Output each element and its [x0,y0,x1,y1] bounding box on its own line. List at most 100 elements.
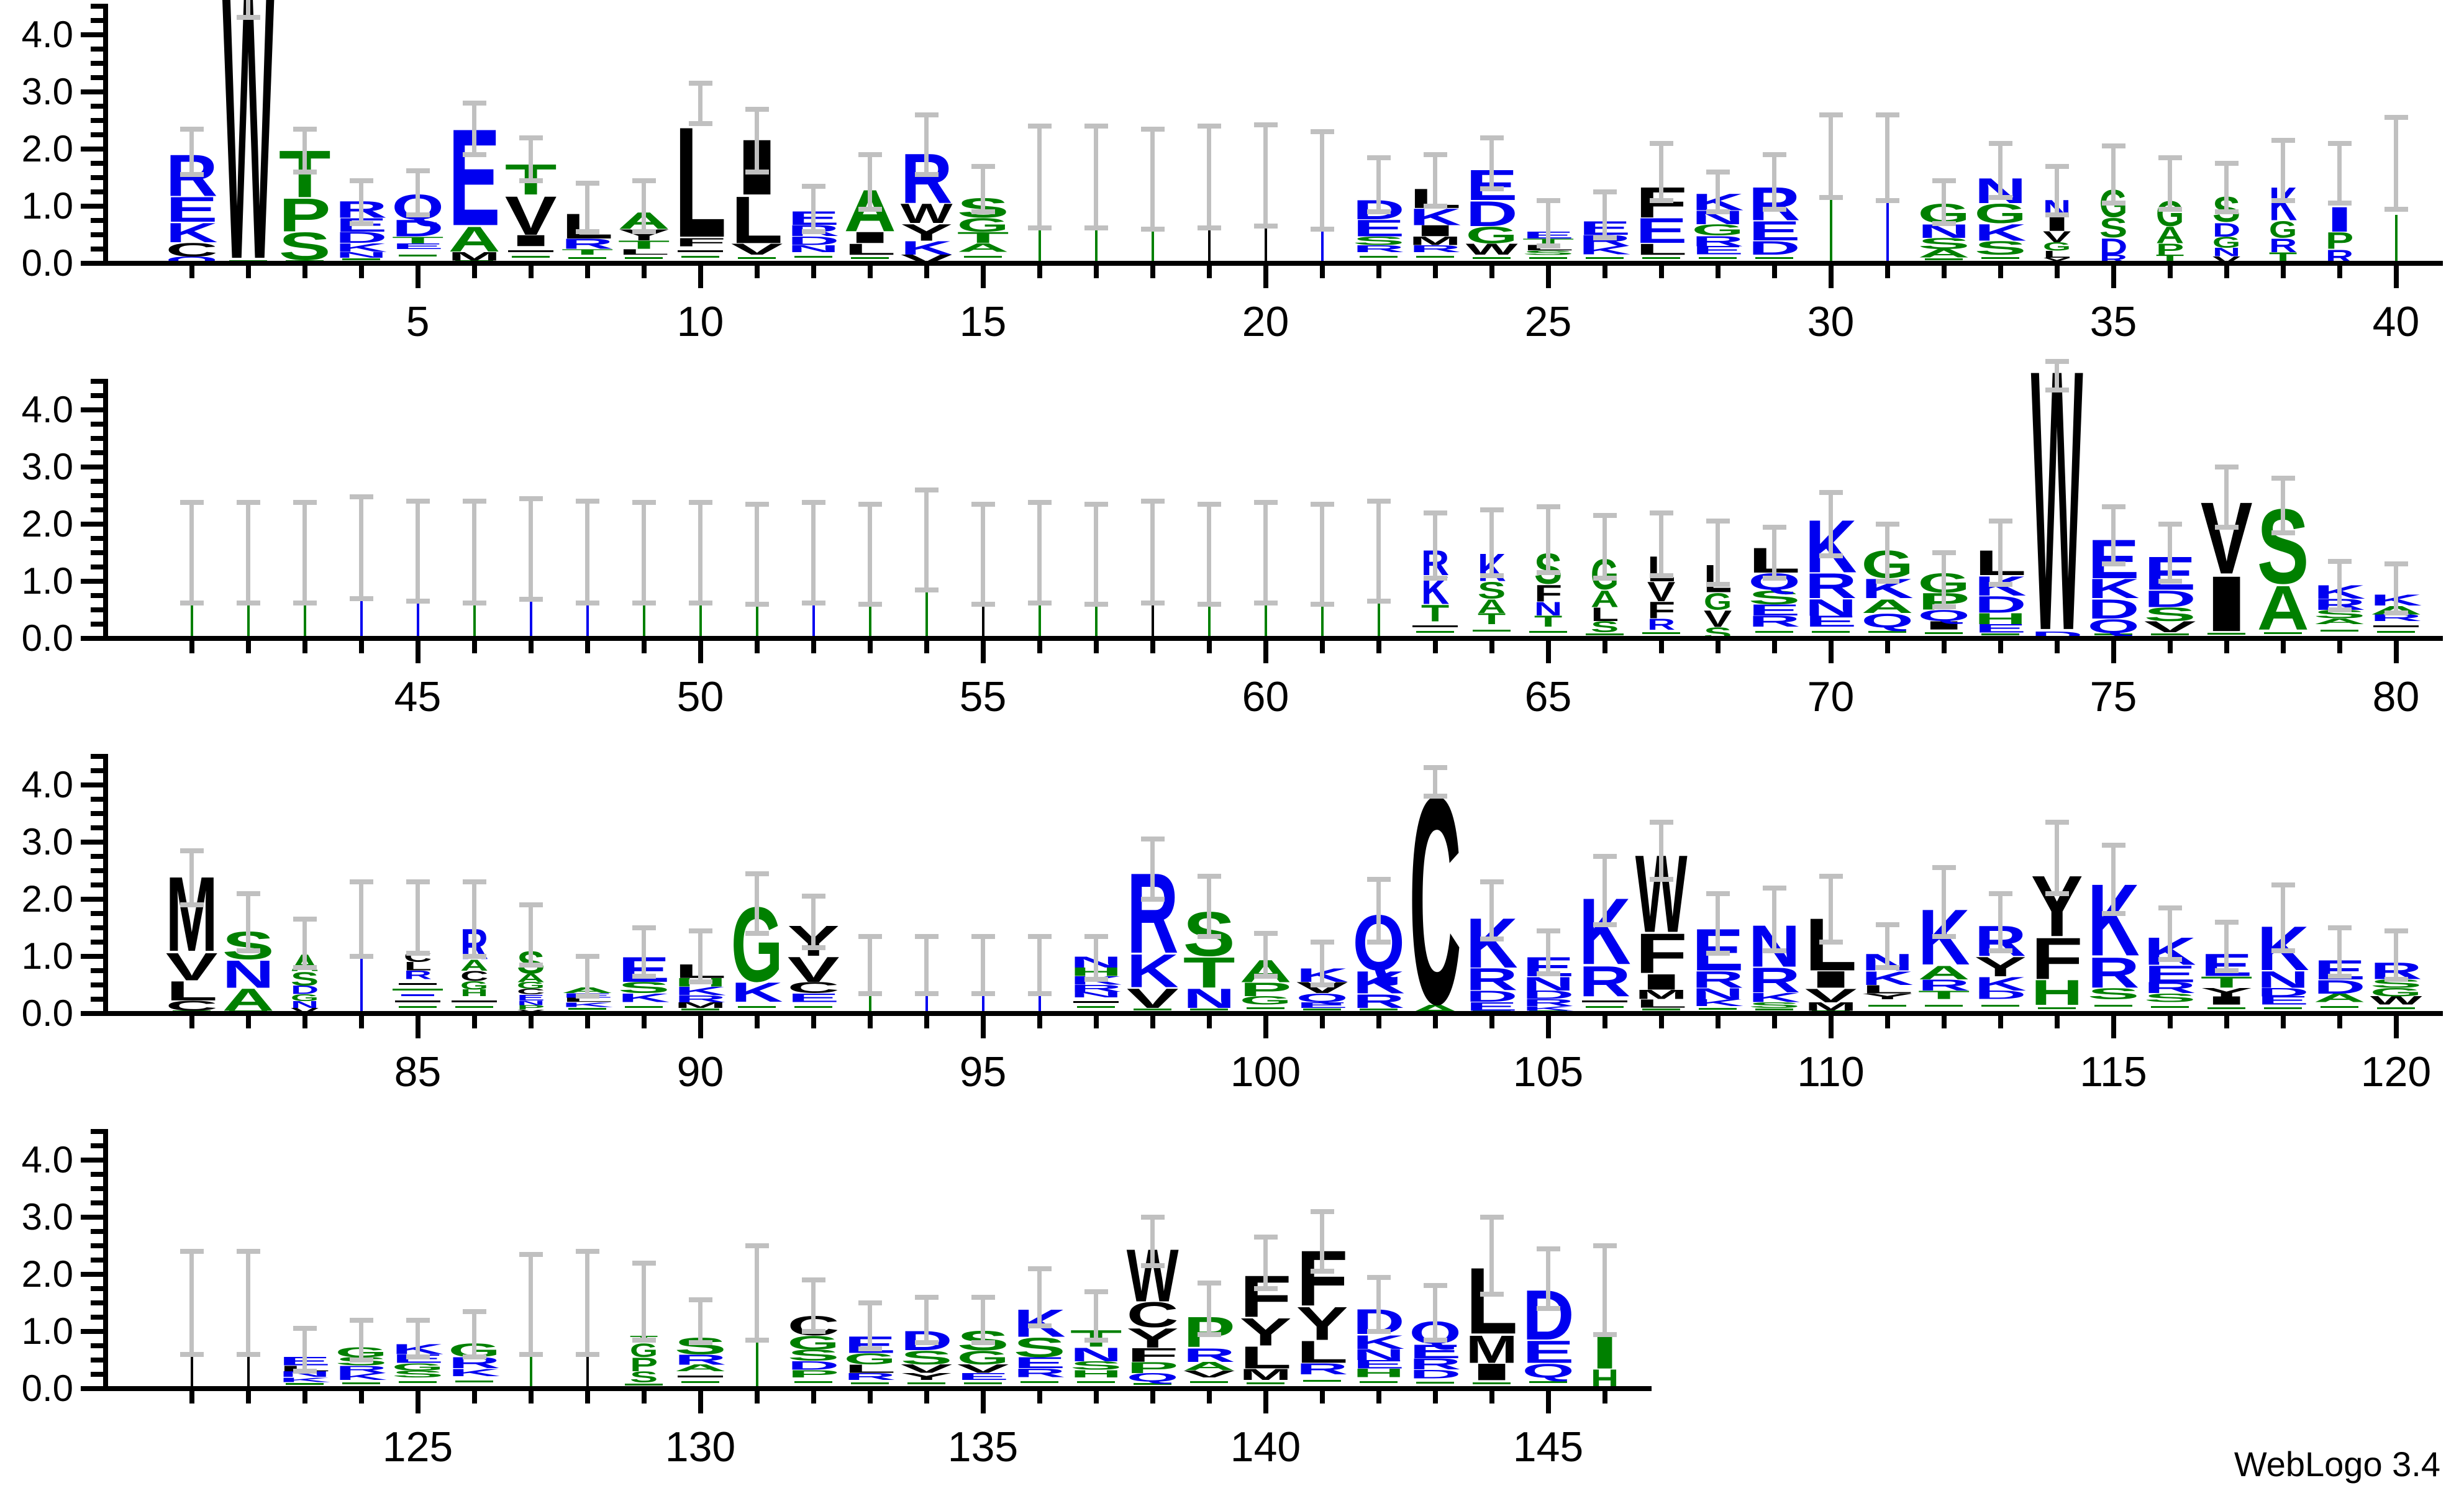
error-bar-cap-top [1140,837,1165,842]
residue-letter: P [517,1004,545,1010]
error-bar-cap-top [1988,891,2012,896]
residue-letter: K [1975,973,2027,995]
y-axis-tick [91,882,103,887]
residue-letter: A [291,950,319,976]
residue-letter: N [1353,1346,1405,1363]
svg-text:K: K [2144,930,2196,974]
x-axis-tick [2280,641,2286,653]
x-axis-tick [1376,641,1381,653]
error-bar-cap-top [2101,842,2125,848]
residue-spike [1038,178,1041,263]
residue-letter: R [1579,957,1631,1005]
logo-column: W [220,0,276,338]
svg-text:A: A [1478,595,1506,617]
residue-spike [190,1303,193,1389]
residue-fuzz [1755,257,1794,260]
residue-letter: T [2201,974,2253,991]
x-axis-tick [1432,1016,1438,1028]
residue-letter: M [1805,1000,1857,1013]
x-axis-tick [924,641,929,653]
error-bar-cap-top [1762,524,1786,530]
residue-letter: E [1692,917,1744,983]
svg-text:E: E [1466,161,1518,209]
residue-letter: W [222,0,275,338]
svg-text:T: T [1070,1325,1122,1352]
x-axis-tick [584,266,590,278]
residue-spike [360,953,363,1014]
error-bar-cap-top [2101,504,2125,510]
residue-fuzz [1076,1381,1116,1383]
error-bar-cap-top [1480,507,1504,512]
svg-text:T: T [630,1335,658,1345]
residue-letter: R [2370,613,2422,624]
svg-text:E: E [2088,528,2140,590]
residue-spike [586,1303,589,1389]
svg-text:G: G [335,1345,388,1361]
residue-letter: E [1579,217,1631,239]
svg-text:S: S [1748,586,1801,609]
error-bar-cap-top [1197,1280,1221,1286]
svg-text:D: D [2088,594,2140,624]
residue-fuzz [1416,255,1455,258]
residue-letter: A [1240,953,1292,989]
svg-text:S: S [2257,488,2309,607]
residue-letter: M [448,250,501,263]
error-bar-cap-top [2158,905,2182,910]
residue-letter: K [1862,967,1914,989]
residue-letter: S [2144,603,2196,625]
residue-fuzz [1189,1009,1229,1011]
residue-letter: D [901,1325,953,1356]
residue-letter: E [1522,1334,1575,1369]
x-axis-tick [302,641,307,653]
error-bar-line [2337,143,2342,204]
svg-text:K: K [1918,894,1970,982]
svg-text:K: K [2257,913,2309,984]
residue-spike [868,555,871,638]
error-bar-cap-top [1649,510,1673,515]
residue-fuzz [2376,1007,2416,1010]
logo-column [1124,6,1181,263]
residue-letter: K [335,241,388,254]
error-bar-cap-top [1084,933,1108,939]
y-axis-tick [91,797,103,802]
residue-letter: E [1466,161,1518,209]
x-axis-line [103,1386,1652,1391]
error-bar-cap-top [914,112,939,117]
x-axis-tick [584,1391,590,1404]
error-bar-cap-top [971,501,995,507]
y-axis-tick [81,407,103,412]
svg-text:F: F [675,235,727,248]
svg-text:S: S [1975,237,2027,259]
svg-text:I: I [1409,222,1462,240]
residue-letter: N [1534,598,1562,620]
residue-letter: D [2088,594,2140,624]
svg-text:N: N [1534,598,1562,620]
x-axis-tick [415,1016,421,1038]
residue-letter: S [675,1333,727,1359]
residue-fuzz [1020,1381,1059,1383]
x-axis-tick-label: 65 [1524,673,1572,720]
residue-letter: E [1466,1000,1518,1013]
residue-letter: A [460,956,488,974]
svg-text:E: E [1692,917,1744,983]
x-axis-tick [1150,266,1155,278]
error-bar-cap-top [1084,501,1108,507]
y-axis-tick [91,218,103,223]
error-bar-cap-top [688,81,712,86]
x-axis-tick [2393,641,2399,663]
error-bar-cap-top [1423,152,1447,158]
svg-text:L: L [675,94,727,271]
svg-text:L: L [1805,902,1857,986]
residue-letter: G [788,1331,840,1354]
residue-letter: F [1534,580,1562,606]
residue-fuzz [2373,625,2419,627]
x-axis-tick [698,266,703,288]
x-axis-tick [641,1016,647,1028]
residue-letter: G [1240,994,1292,1007]
residue-letter: C [166,998,218,1014]
residue-letter: D [2099,234,2127,260]
residue-letter: P [630,1354,658,1376]
